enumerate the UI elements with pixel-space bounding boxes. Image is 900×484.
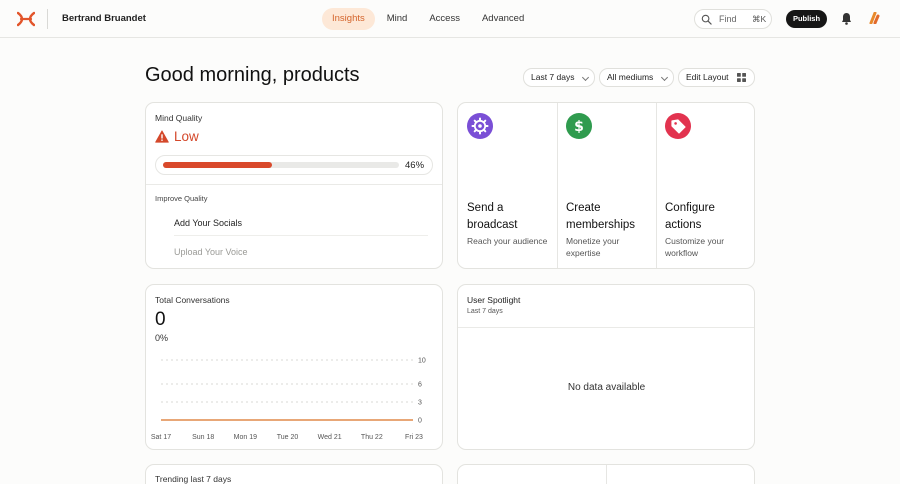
action-subtitle: Customize your workflow [665,236,725,258]
divider [606,465,607,484]
y-tick-label: 6 [418,382,422,389]
x-tick-label: Thu 22 [361,434,383,441]
nav-insights[interactable]: Insights [322,8,375,30]
quality-progress: 46% [155,155,433,175]
divider [557,103,558,268]
medium-value: All mediums [607,72,654,82]
quality-status: Low [174,129,199,144]
action-broadcast[interactable]: Send a broadcast Reach your audience [458,103,557,268]
find-button[interactable]: Find ⌘K [694,9,772,29]
user-spotlight-card: User Spotlight Last 7 days No data avail… [457,284,755,450]
action-subtitle: Monetize your expertise [566,236,620,258]
brand-mark-icon[interactable] [868,12,880,24]
conversations-count: 0 [155,309,166,330]
dollar-icon: $ [566,113,592,139]
progress-percent: 46% [405,160,425,171]
divider [458,327,754,328]
edit-layout-label: Edit Layout [686,72,729,82]
task-upload-voice[interactable]: Upload Your Voice [174,247,248,257]
progress-track [163,162,399,168]
bell-icon[interactable] [841,12,852,25]
search-icon [701,14,712,25]
mind-quality-card: Mind Quality Low 46% Improve Quality Add… [145,102,443,269]
y-tick-label: 0 [418,418,422,425]
task-add-socials[interactable]: Add Your Socials [174,218,243,228]
medium-select[interactable]: All mediums [599,68,674,87]
trending-card: Trending last 7 days [145,464,443,484]
divider [47,9,48,29]
x-tick-label: Mon 19 [234,434,257,441]
y-tick-label: 3 [418,400,422,407]
bottom-tabs-card [457,464,755,484]
action-memberships[interactable]: $ Create memberships Monetize your exper… [557,103,656,268]
warning-icon [155,130,169,143]
tag-icon [665,113,691,139]
publish-button[interactable]: Publish [786,10,827,28]
total-conversations-card: Total Conversations 0 0% 10 6 3 0 Sat 17 Sun … [145,284,443,450]
x-tick-label: Fri 23 [405,434,423,441]
find-shortcut: ⌘K [752,14,767,24]
user-name[interactable]: Bertrand Bruandet [62,13,146,24]
divider [174,235,428,236]
conversations-change: 0% [155,333,169,343]
card-title: Trending last 7 days [155,474,232,484]
chevron-down-icon [660,73,669,82]
action-title: Create memberships [566,202,636,231]
logo-icon[interactable] [17,11,35,27]
divider [656,103,657,268]
y-tick-label: 10 [418,358,426,365]
grid-icon [737,73,746,82]
nav-mind[interactable]: Mind [386,13,408,24]
x-tick-label: Sun 18 [192,434,214,441]
settings-icon [467,113,493,139]
nav-access[interactable]: Access [429,13,460,24]
page-title: Good morning, products [145,64,360,86]
main-nav: Insights Mind Access Advanced [322,8,536,30]
actions-card: Send a broadcast Reach your audience $ C… [457,102,755,269]
card-title: Mind Quality [155,113,203,123]
conversations-chart: 10 6 3 0 Sat 17 Sun 18 Mon 19 Tue 20 Wed 21 Thu 2… [151,358,426,442]
nav-advanced[interactable]: Advanced [481,13,525,24]
divider [146,184,442,185]
edit-layout-button[interactable]: Edit Layout [678,68,755,87]
empty-state: No data available [567,382,646,393]
date-range-value: Last 7 days [531,72,575,82]
improve-label: Improve Quality [155,194,208,203]
card-subtitle: Last 7 days [467,308,503,315]
svg-text:$: $ [574,119,584,135]
x-tick-label: Wed 21 [318,434,342,441]
chevron-down-icon [581,73,590,82]
action-title: Configure actions [665,202,715,231]
card-title: User Spotlight [467,295,521,305]
x-tick-label: Tue 20 [277,434,299,441]
find-label: Find [719,14,737,24]
action-subtitle: Reach your audience [467,236,548,246]
action-configure[interactable]: Configure actions Customize your workflo… [656,103,754,268]
x-tick-label: Sat 17 [151,434,171,441]
date-range-select[interactable]: Last 7 days [523,68,595,87]
progress-fill [163,162,272,168]
action-title: Send a broadcast [467,202,518,231]
top-bar: Bertrand Bruandet Insights Mind Access A… [0,0,900,38]
card-title: Total Conversations [155,295,230,305]
